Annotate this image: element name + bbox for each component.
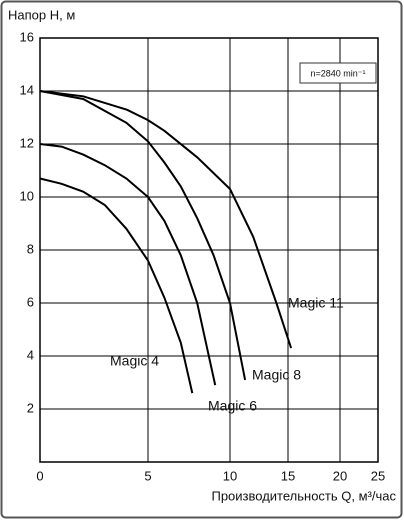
y-tick-label: 8 xyxy=(27,241,34,256)
curve xyxy=(39,90,293,349)
x-tick-label: 20 xyxy=(333,468,347,483)
y-axis-label: Напор Н, м xyxy=(8,7,75,22)
y-tick-label: 4 xyxy=(27,347,34,362)
y-tick-label: 16 xyxy=(20,29,34,44)
y-tick-label: 2 xyxy=(27,400,34,415)
annotation-box xyxy=(299,62,377,84)
series-label: Magic 8 xyxy=(252,367,301,383)
y-tick-label: 10 xyxy=(20,188,34,203)
x-tick-label: 0 xyxy=(36,468,43,483)
curve xyxy=(39,90,247,381)
series-label: Magic 4 xyxy=(110,353,159,369)
y-tick-label: 6 xyxy=(27,294,34,309)
x-tick-label: 15 xyxy=(281,468,295,483)
curve xyxy=(39,177,194,394)
x-axis-label: Производительность Q, м³/час xyxy=(211,488,396,503)
x-tick-label: 5 xyxy=(144,468,151,483)
x-tick-label: 10 xyxy=(223,468,237,483)
y-tick-label: 12 xyxy=(20,135,34,150)
x-tick-label: 25 xyxy=(371,468,385,483)
series-label: Magic 6 xyxy=(208,398,257,414)
y-tick-label: 14 xyxy=(20,82,34,97)
series-label: Magic 11 xyxy=(288,295,344,311)
curve xyxy=(39,143,217,386)
annotation: n=2840 min⁻¹ xyxy=(310,68,365,78)
